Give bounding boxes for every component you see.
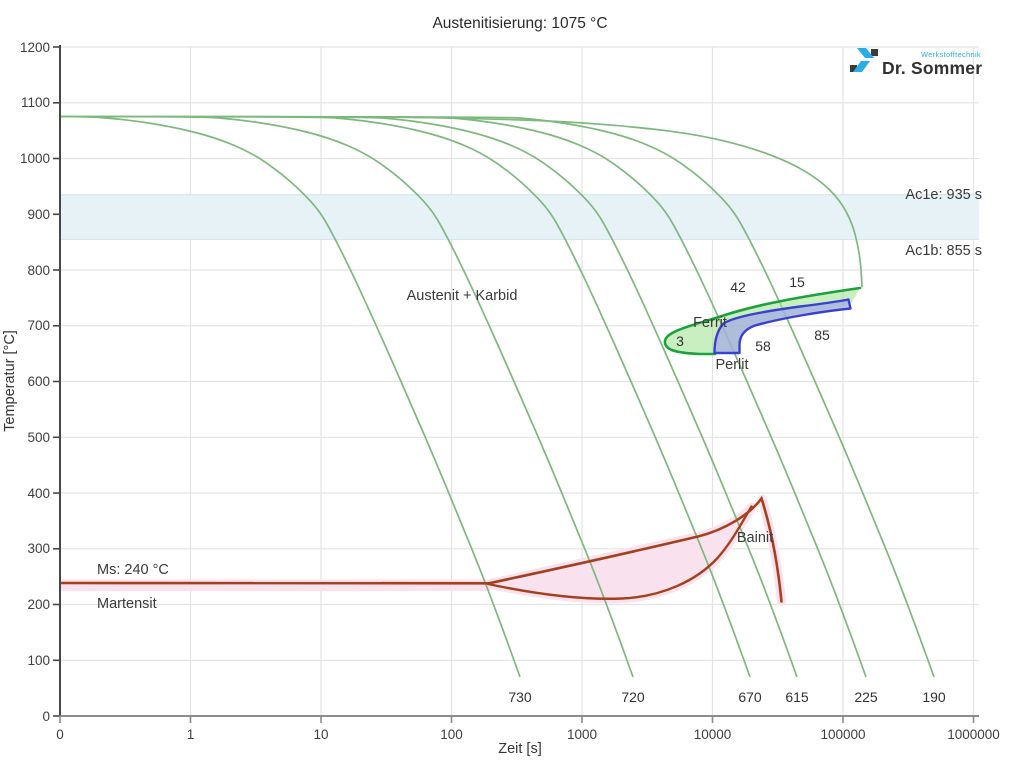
cooling-curve — [60, 115, 751, 678]
bainite-pink-highlight — [60, 494, 786, 606]
logo-tagline-text: Werkstofftechnik — [921, 50, 981, 59]
ac-transformation-band — [60, 194, 979, 240]
logo-icon — [850, 48, 878, 72]
perlit-outline — [713, 298, 852, 355]
ferrit-boundary — [663, 286, 862, 356]
martensite-pink-band — [60, 579, 490, 591]
axes — [53, 45, 979, 723]
cooling-curve — [60, 115, 798, 678]
cooling-curves — [60, 115, 935, 678]
cooling-curve — [60, 115, 867, 678]
logo: Dr. Sommer Werkstofftechnik — [846, 45, 986, 85]
cooling-curve — [60, 115, 634, 678]
bainit-martensit-lines — [59, 495, 783, 603]
gridlines — [60, 46, 979, 716]
cooling-curve — [60, 115, 935, 678]
bainit-finish-curve — [486, 505, 753, 600]
cooling-curve-slowest — [60, 115, 863, 288]
cooling-curve — [60, 115, 521, 678]
bainit-start-curve — [486, 495, 783, 603]
perlit-region — [713, 298, 852, 355]
logo-brand-text: Dr. Sommer — [882, 58, 983, 78]
